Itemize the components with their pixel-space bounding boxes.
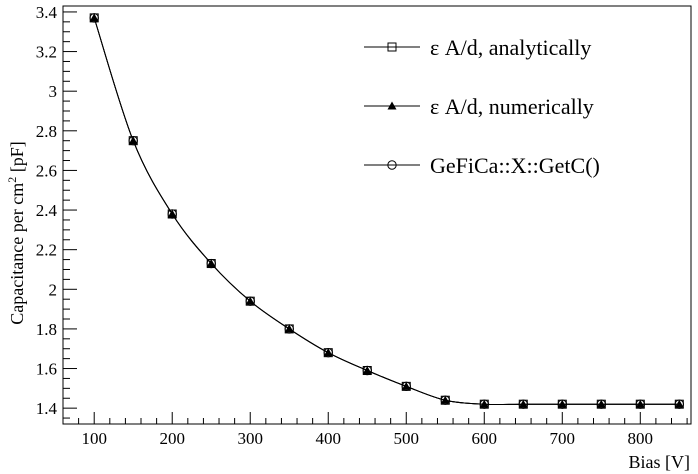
data-point [479,399,489,409]
data-point [245,296,255,306]
axis-tick-labels: 100 200 300 400 500 600 700 800 1.4 1.6 1.8 2 2.2 2.4… [36,3,653,448]
legend: ε A/d, analytically ε A/d, numerically GeF… [364,35,600,178]
y-tick-label: 2 [49,280,58,299]
plot-frame [62,5,692,425]
legend-label: ε A/d, numerically [430,94,594,119]
legend-label: GeFiCa::X::GetC() [430,153,600,178]
legend-label: ε A/d, analytically [430,35,591,60]
data-point [128,136,138,146]
y-axis-label: Capacitance per cm2 [pF] [5,141,27,324]
y-tick-label: 3.4 [36,3,58,22]
data-point [167,209,177,219]
x-tick-label: 200 [159,429,185,448]
x-tick-label: 400 [315,429,341,448]
x-axis-label: Bias [V] [629,452,691,472]
data-point [323,347,333,358]
data-point [401,381,411,392]
data-point [518,399,528,409]
legend-entry: ε A/d, numerically [364,94,594,119]
y-tick-label: 1.6 [36,360,57,379]
x-tick-label: 700 [550,429,576,448]
x-tick-label: 600 [472,429,498,448]
data-point [206,258,216,269]
x-tick-label: 500 [394,429,420,448]
data-point [635,399,645,409]
y-tick-label: 2.4 [36,201,58,220]
y-tick-label: 1.8 [36,320,57,339]
data-point [362,365,372,376]
series-layer [89,13,684,409]
legend-marker [387,160,397,170]
legend-entry: GeFiCa::X::GetC() [364,153,600,178]
x-tick-label: 100 [81,429,107,448]
data-point [596,399,606,409]
legend-entry: ε A/d, analytically [364,35,591,60]
data-point [89,13,99,22]
data-point [89,13,99,23]
y-tick-label: 1.4 [36,399,58,418]
legend-marker [387,42,397,52]
x-tick-label: 300 [237,429,263,448]
y-tick-label: 2.6 [36,161,57,180]
data-point [440,395,450,405]
data-point [557,399,567,409]
y-tick-label: 3.2 [36,43,57,62]
y-tick-label: 3 [49,82,58,101]
series-line [93,17,680,405]
data-point [674,399,684,409]
legend-marker [387,101,397,110]
x-tick-label: 800 [628,429,654,448]
data-point [284,324,294,334]
axis-ticks [63,11,688,424]
y-tick-label: 2.8 [36,122,57,141]
y-tick-label: 2.2 [36,241,57,260]
series-3 [89,13,684,409]
